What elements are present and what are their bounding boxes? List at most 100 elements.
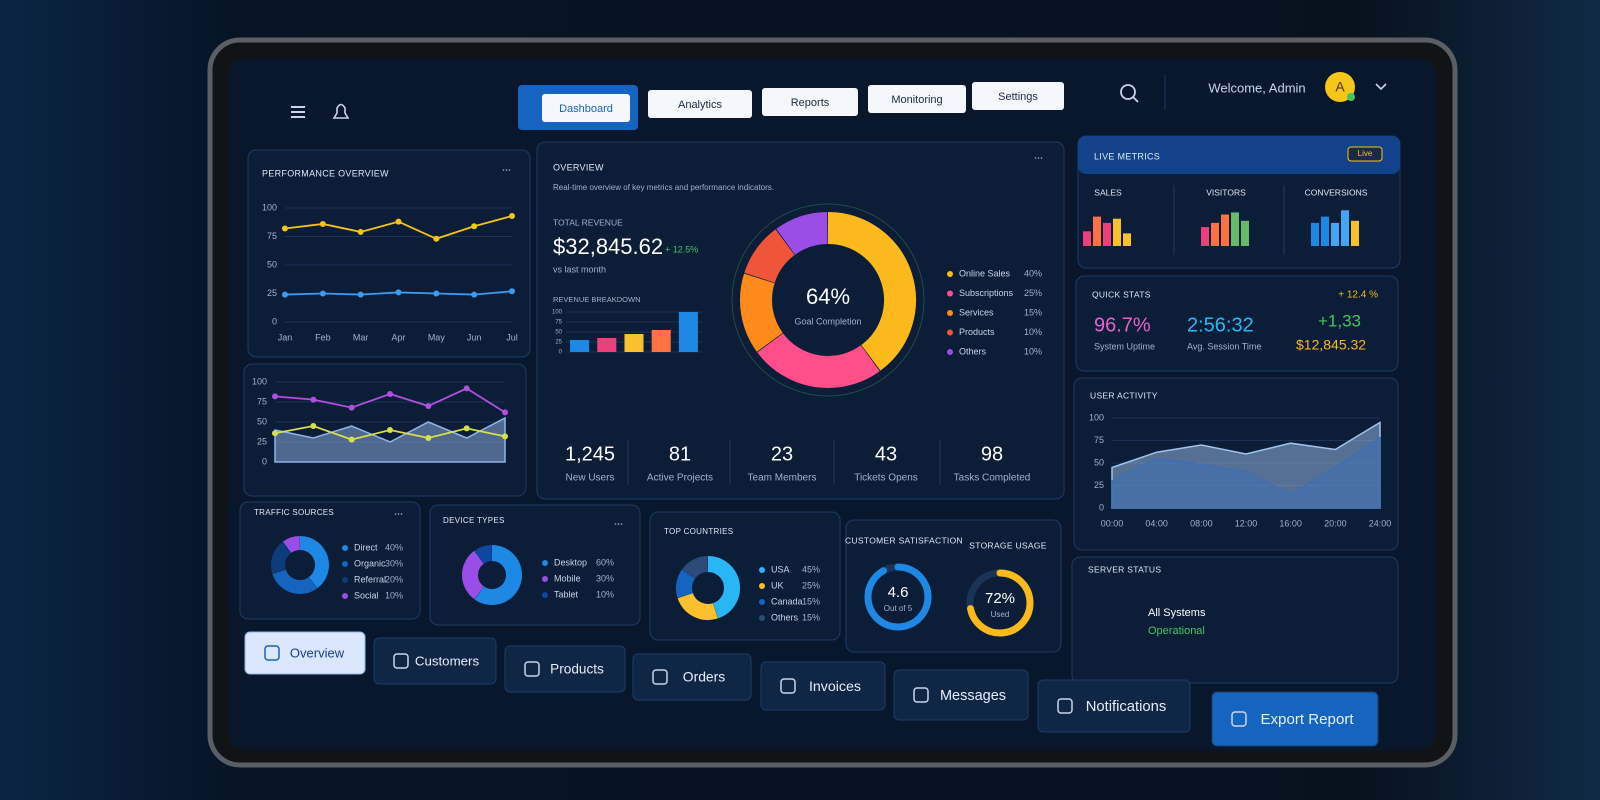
donut-segment (299, 536, 329, 589)
avatar[interactable] (1325, 72, 1355, 102)
bottom-nav-button[interactable] (893, 669, 1029, 721)
panel (1075, 275, 1399, 372)
search-handle (1132, 96, 1139, 103)
panel (1071, 556, 1399, 684)
revenue-comparison: vs last month (553, 264, 606, 274)
more-menu[interactable]: ⋯ (1034, 152, 1043, 162)
y-tick-label: 50 (555, 330, 562, 336)
donut-segment (744, 229, 796, 284)
point (471, 223, 478, 230)
mini-bar (1221, 214, 1229, 246)
bell-icon[interactable] (332, 103, 350, 119)
quick-value: 96.7% (1094, 314, 1151, 336)
quick-change: + 12.4 % (1338, 290, 1378, 301)
x-tick-label: 08:00 (1190, 518, 1213, 528)
button-icon (393, 653, 409, 669)
point (425, 435, 432, 441)
mini-bar (1241, 220, 1249, 246)
point (282, 291, 288, 298)
kpi-value: 81 (669, 443, 691, 465)
x-tick-label: Jan (278, 332, 293, 342)
x-tick-label: Apr (391, 332, 405, 342)
legend-value: 45% (802, 564, 820, 574)
y-tick-label: 75 (555, 320, 562, 326)
bottom-nav-button[interactable] (1037, 679, 1191, 733)
revenue-title: TOTAL REVENUE (553, 217, 623, 227)
donut-segment (462, 550, 485, 600)
point (310, 423, 317, 429)
panel-title: OVERVIEW (553, 162, 604, 172)
mini-bar (1093, 216, 1101, 246)
mini-bar (1103, 222, 1111, 246)
bottom-nav-button[interactable] (760, 661, 886, 711)
nav-tab[interactable] (762, 88, 858, 116)
donut-segment (682, 556, 709, 580)
nav-tab-label: Settings (998, 91, 1038, 103)
chevron[interactable] (1375, 83, 1387, 91)
point (272, 430, 278, 437)
legend-dot (947, 329, 953, 336)
x-tick-label: May (428, 332, 446, 342)
legend-value: 40% (1024, 268, 1042, 278)
live-badge-label: Live (1358, 149, 1373, 158)
x-tick-label: Mar (353, 332, 369, 342)
x-tick-label: Jun (467, 332, 482, 342)
mini-bar (1211, 222, 1219, 246)
more-menu[interactable]: ⋯ (394, 508, 403, 518)
more-menu[interactable]: ⋯ (502, 164, 511, 174)
x-tick-label: 00:00 (1101, 518, 1124, 528)
legend-value: 20% (385, 574, 403, 584)
legend-dot (759, 599, 765, 605)
bar (651, 330, 671, 352)
panel (247, 149, 531, 358)
nav-tab[interactable] (542, 94, 630, 122)
point (387, 391, 393, 397)
button-icon (913, 687, 929, 703)
legend-value: 15% (802, 612, 820, 622)
nav-tab[interactable] (648, 90, 752, 118)
online-dot (1347, 93, 1355, 101)
search-icon[interactable] (1120, 84, 1136, 100)
more-menu[interactable]: ⋯ (614, 518, 623, 528)
panel-title: LIVE METRICS (1094, 151, 1160, 161)
legend-dot (759, 567, 765, 573)
nav-tab[interactable] (972, 82, 1064, 110)
legend-value: 10% (385, 590, 403, 600)
button-icon (1057, 698, 1073, 714)
point (348, 404, 355, 411)
bottom-nav-label: Invoices (809, 679, 861, 695)
legend-value: 15% (1024, 307, 1042, 317)
point (357, 291, 364, 298)
panel-title: CUSTOMER SATISFACTION (845, 535, 963, 545)
metric-title: VISITORS (1206, 187, 1246, 197)
mini-bar (1351, 220, 1359, 246)
bottom-nav-button[interactable] (504, 645, 626, 693)
donut-segment (282, 536, 301, 554)
y-tick-label: 0 (1099, 502, 1104, 512)
y-tick-label: 50 (1094, 457, 1104, 467)
nav-tab[interactable] (868, 85, 966, 113)
nav-tab-label: Dashboard (559, 103, 613, 115)
bottom-nav-button[interactable] (373, 637, 497, 685)
legend-value: 15% (802, 596, 820, 606)
mini-bar (1321, 216, 1329, 246)
legend-label: Mobile (554, 573, 581, 583)
bottom-nav-button[interactable] (632, 653, 752, 701)
legend-dot (342, 545, 348, 551)
menu-icon[interactable] (291, 106, 305, 118)
kpi-label: Team Members (748, 473, 817, 484)
donut-segment (474, 545, 522, 605)
button-icon (1231, 711, 1247, 727)
bottom-nav-button[interactable] (1211, 691, 1379, 747)
quick-amount: $12,845.32 (1296, 337, 1366, 353)
panel (536, 141, 1065, 500)
legend-value: 10% (1024, 327, 1042, 337)
point (272, 393, 278, 400)
donut-segment (757, 332, 880, 388)
legend-dot (342, 593, 348, 599)
y-tick-label: 75 (267, 231, 277, 241)
panel-title: STORAGE USAGE (969, 540, 1046, 550)
bottom-nav-button[interactable] (244, 631, 366, 675)
x-tick-label: 24:00 (1369, 518, 1392, 528)
donut-segment (740, 273, 784, 352)
